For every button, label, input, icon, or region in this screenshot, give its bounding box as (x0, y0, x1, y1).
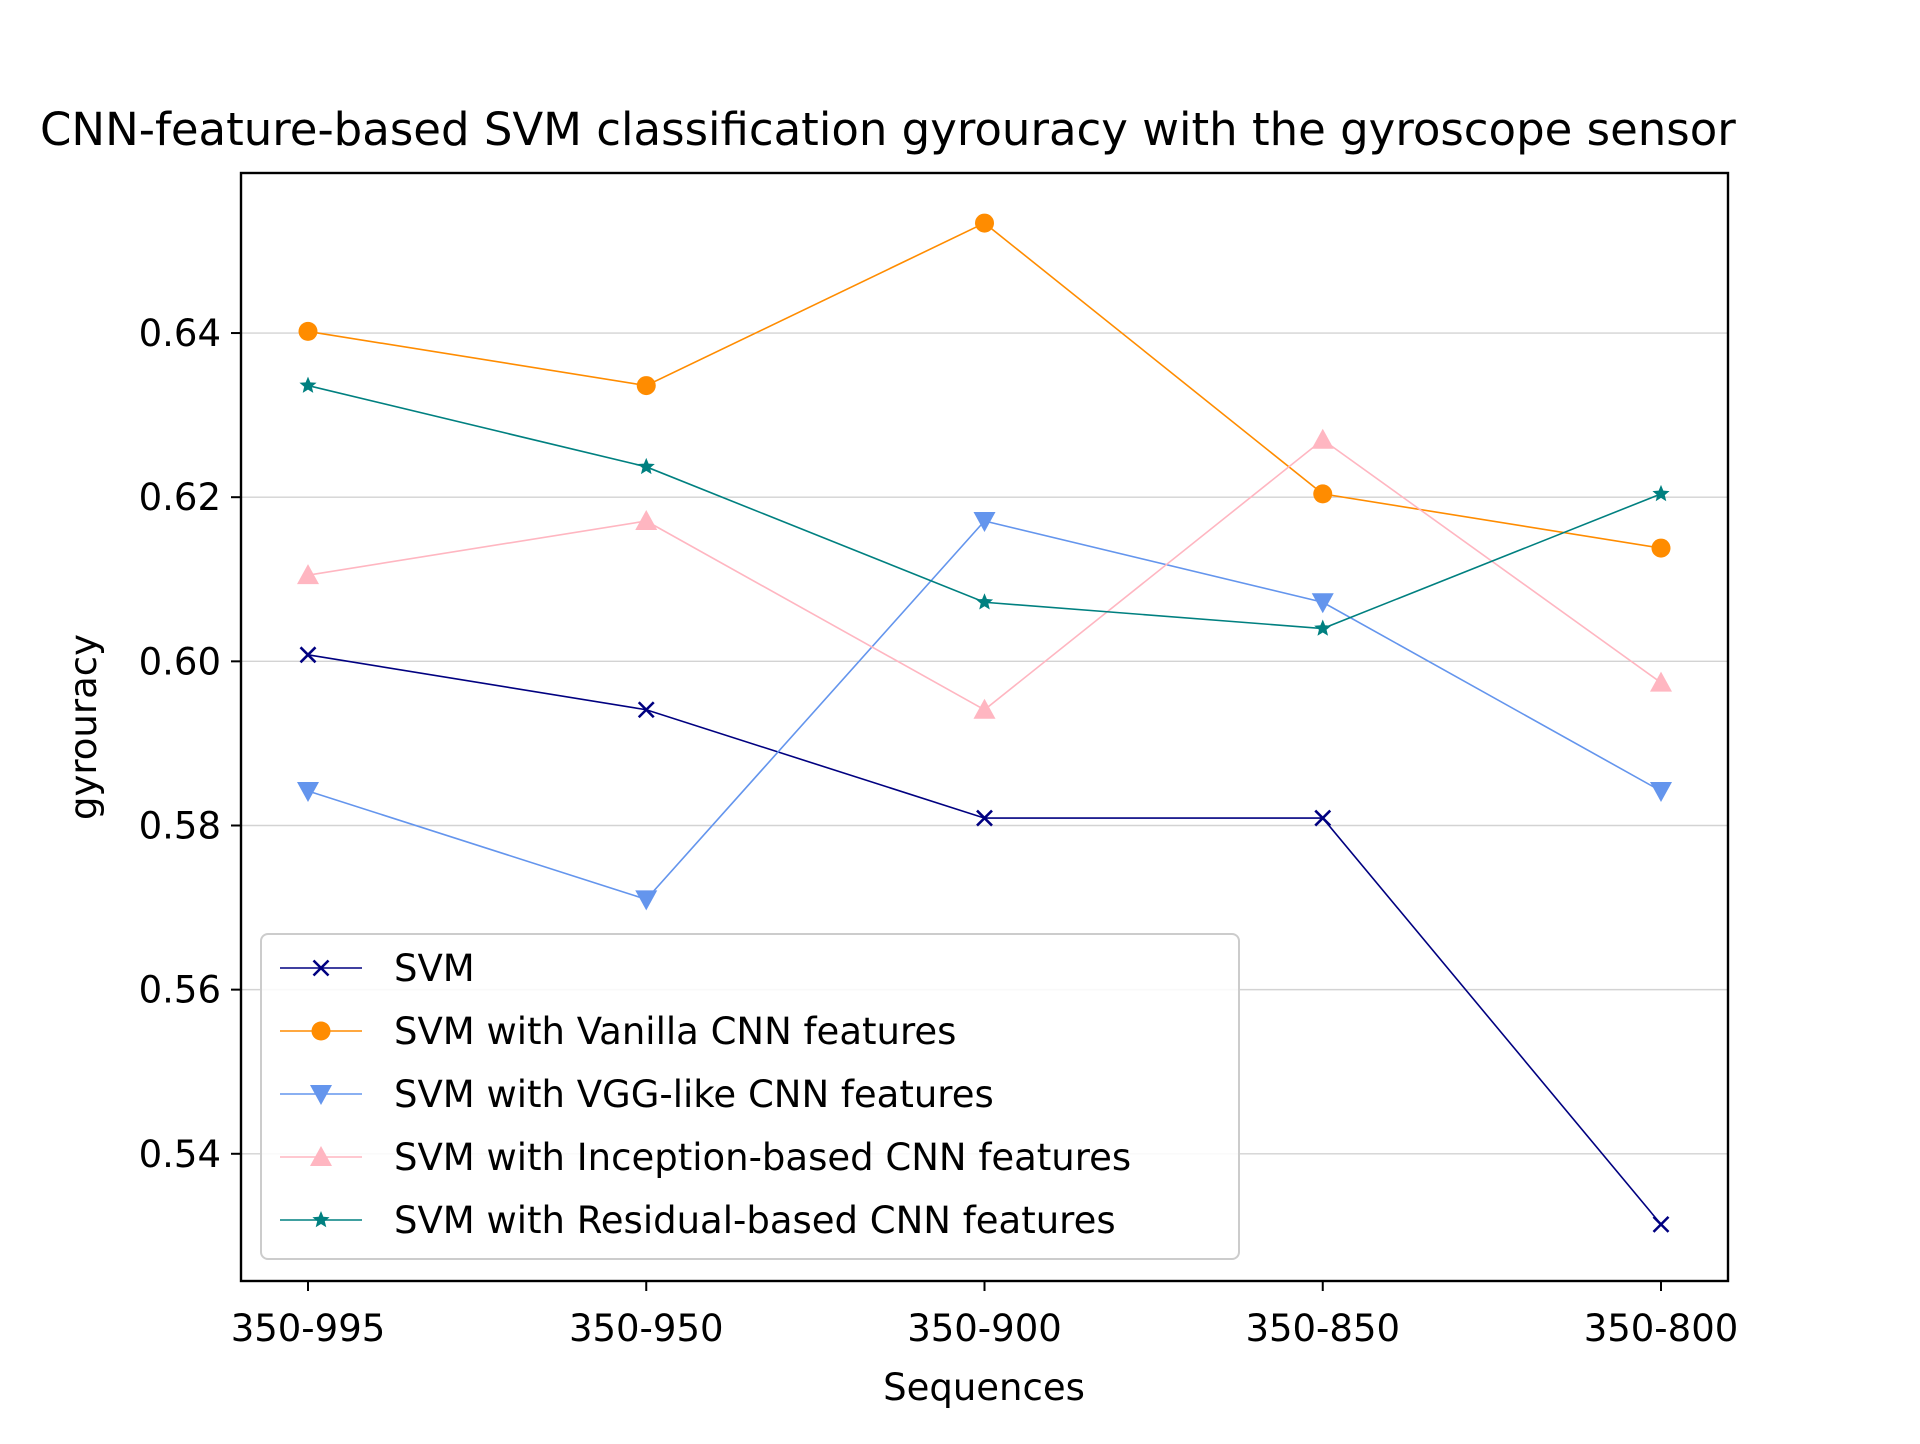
data-point (299, 376, 317, 393)
y-tick-label: 0.54 (139, 1133, 221, 1176)
legend-marker (311, 1021, 331, 1041)
data-point (973, 698, 996, 719)
legend-marker (310, 1146, 332, 1166)
marker-stroke (976, 809, 993, 827)
legend-marker (312, 1211, 330, 1228)
y-tick-label: 0.56 (139, 969, 221, 1012)
y-tick-label: 0.60 (139, 640, 221, 683)
data-point (635, 890, 658, 911)
x-axis-label: Sequences (883, 1366, 1085, 1409)
series-0 (299, 646, 1670, 1233)
data-point (976, 809, 993, 827)
legend-label: SVM with Vanilla CNN features (394, 1010, 956, 1053)
data-point (975, 213, 994, 233)
y-tick-label: 0.58 (139, 804, 221, 847)
data-point (1311, 428, 1334, 449)
y-axis-ticks: 0.54 0.56 0.58 0.60 0.62 0.64 (139, 312, 241, 1176)
data-point (297, 564, 319, 585)
series-2 (297, 511, 1672, 911)
data-point (637, 701, 655, 719)
data-point (1652, 1215, 1670, 1233)
data-point (1650, 782, 1672, 803)
series-line (307, 222, 1662, 549)
legend-label: SVM (394, 947, 475, 990)
data-point (1650, 671, 1672, 692)
legend-box (260, 933, 1240, 1260)
data-point (975, 593, 994, 610)
legend-entry: SVM with VGG-like CNN features (280, 1073, 994, 1116)
data-point (1651, 538, 1671, 558)
data-point (973, 511, 996, 532)
data-point (636, 376, 656, 396)
x-tick-label: 350-800 (1584, 1307, 1739, 1350)
legend-entry: SVM (280, 947, 475, 990)
series-4 (299, 376, 1670, 636)
y-axis-label: gyrouracy (62, 634, 105, 820)
data-point (1311, 593, 1334, 614)
x-axis-ticks: 350-995 350-950 350-900 350-850 350-800 (231, 1281, 1739, 1350)
y-tick-label: 0.64 (139, 312, 221, 355)
marker-stroke (312, 959, 330, 977)
series-layer (297, 213, 1672, 1233)
legend-marker (310, 1085, 332, 1105)
data-point (297, 782, 319, 803)
data-point (1652, 484, 1670, 502)
data-point (635, 509, 658, 530)
data-point (1314, 619, 1332, 636)
marker-stroke (1652, 1215, 1670, 1233)
series-3 (297, 428, 1672, 719)
data-point (298, 321, 318, 341)
legend-entry: SVM with Residual-based CNN features (280, 1199, 1116, 1242)
legend-label: SVM with Residual-based CNN features (394, 1199, 1116, 1242)
x-tick-label: 350-850 (1245, 1307, 1400, 1350)
marker-stroke (637, 701, 655, 719)
marker-stroke (1314, 809, 1332, 827)
legend-label: SVM with Inception-based CNN features (394, 1136, 1131, 1179)
x-tick-label: 350-995 (231, 1307, 386, 1350)
data-point (299, 646, 317, 664)
legend-entry: SVM with Vanilla CNN features (280, 1010, 956, 1053)
marker-stroke (299, 646, 317, 664)
legend-marker (312, 959, 330, 977)
legend-entry: SVM with Inception-based CNN features (280, 1136, 1131, 1179)
y-tick-label: 0.62 (139, 476, 221, 519)
x-tick-label: 350-950 (569, 1307, 724, 1350)
x-tick-label: 350-900 (907, 1307, 1062, 1350)
data-point (637, 457, 655, 475)
data-point (1314, 809, 1332, 827)
series-line (307, 384, 1662, 630)
chart-title: CNN-feature-based SVM classification gyr… (40, 103, 1736, 156)
legend: SVM SVM with Vanilla CNN features SVM with… (260, 933, 1240, 1260)
legend-label: SVM with VGG-like CNN features (394, 1073, 994, 1116)
series-1 (298, 213, 1671, 558)
data-point (1313, 484, 1333, 504)
